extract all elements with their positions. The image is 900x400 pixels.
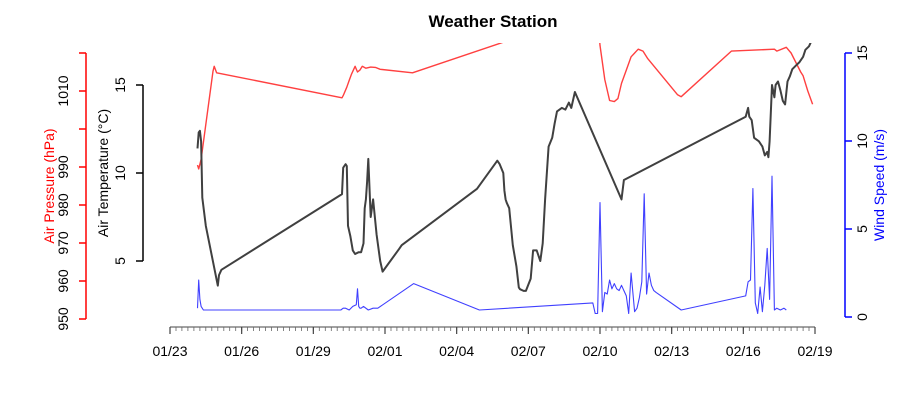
pressure-axis-label: Air Pressure (hPa) [41,128,57,243]
date-tick-label: 01/29 [296,343,331,359]
wind-speed-axis-label: Wind Speed (m/s) [871,129,887,241]
date-tick-label: 02/04 [439,343,474,359]
temperature-axis-label: Air Temperature (°C) [95,109,111,237]
date-tick-label: 01/26 [224,343,259,359]
wind-tick-label: 0 [854,313,870,321]
temperature-axis: 5 10 15 [112,77,144,265]
temperature-tick-label: 10 [112,165,128,181]
date-tick-label: 02/10 [582,343,617,359]
date-tick-label: 02/19 [797,343,832,359]
plot-area [196,43,814,315]
pressure-tick-label: 1010 [55,75,71,106]
pressure-axis: 950 960 970 980 990 1010 [55,52,87,331]
pressure-line [196,43,814,170]
wind-tick-label: 5 [854,225,870,233]
wind-speed-line [196,175,787,315]
date-tick-label: 02/01 [367,343,402,359]
date-tick-label: 02/13 [654,343,689,359]
wind-speed-axis: 0 5 10 15 [844,45,870,321]
wind-tick-label: 10 [854,133,870,149]
temperature-line [196,43,812,292]
pressure-tick-label: 980 [55,193,71,217]
pressure-tick-label: 970 [55,231,71,255]
wind-tick-label: 15 [854,45,870,61]
pressure-tick-label: 950 [55,307,71,331]
pressure-tick-label: 990 [55,155,71,179]
temperature-tick-label: 5 [112,257,128,265]
chart-title: Weather Station [428,12,557,31]
pressure-tick-label: 960 [55,269,71,293]
date-tick-label: 01/23 [152,343,187,359]
date-tick-label: 02/16 [726,343,761,359]
temperature-tick-label: 15 [112,77,128,93]
date-tick-label: 02/07 [511,343,546,359]
date-axis: 01/23 01/26 01/29 02/01 02/04 02/07 02/10 02/13… [152,326,833,359]
